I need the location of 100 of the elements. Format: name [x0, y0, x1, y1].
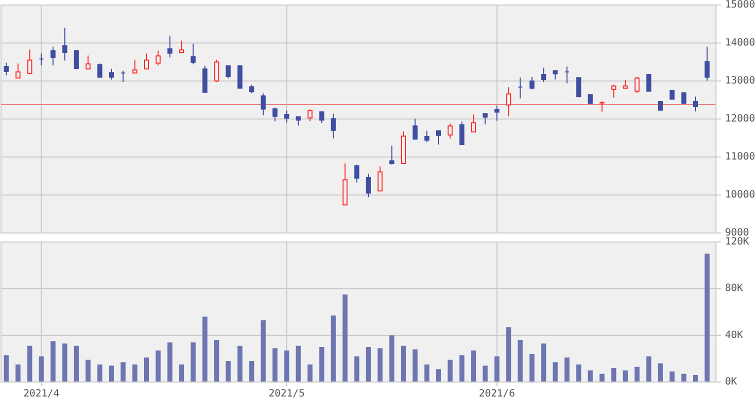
bar [681, 374, 686, 382]
bar [494, 356, 500, 382]
candlestick [342, 162, 348, 206]
candlestick [611, 84, 616, 98]
bar [249, 361, 254, 382]
bar [600, 374, 605, 382]
candlestick [214, 59, 220, 83]
y-tick-label: 13000 [725, 76, 755, 86]
candlestick [378, 166, 383, 192]
bar [237, 346, 242, 382]
y-tick-label: 12000 [725, 114, 755, 124]
candlestick [190, 43, 196, 65]
bar [308, 364, 313, 382]
candlestick [448, 123, 453, 139]
y-tick-label: 40K [725, 330, 744, 341]
bar [27, 346, 32, 382]
candlestick [226, 65, 231, 79]
bar [330, 316, 336, 382]
candlestick [50, 46, 56, 66]
candlestick [16, 63, 21, 78]
bar [459, 355, 464, 382]
candlestick [482, 113, 488, 125]
bar [541, 344, 546, 382]
candlestick [74, 50, 79, 69]
candlestick [167, 35, 172, 58]
candlestick [494, 105, 500, 122]
candlestick [38, 53, 44, 66]
candlestick [471, 114, 476, 132]
bar [366, 347, 371, 382]
bar [226, 361, 231, 382]
candlestick [541, 67, 546, 83]
candlestick [330, 113, 336, 139]
candlestick [366, 173, 371, 198]
bar [646, 356, 652, 382]
candlestick [692, 96, 698, 112]
candlestick [284, 110, 290, 123]
bar [424, 364, 430, 382]
candlestick [646, 74, 652, 92]
bar [670, 372, 675, 382]
x-tick-label: 2021/6 [478, 388, 515, 400]
bar [692, 375, 698, 382]
candlestick [564, 66, 570, 84]
candlestick [459, 121, 464, 145]
bar [86, 360, 91, 382]
candlestick [319, 111, 324, 124]
y-tick-label: 120K [725, 236, 750, 248]
candlestick [518, 77, 523, 99]
x-tick-label: 2021/4 [23, 388, 60, 400]
bar [471, 350, 476, 382]
bar [16, 364, 21, 382]
bar [552, 362, 558, 382]
bar [108, 366, 114, 382]
bar [506, 327, 512, 382]
candlestick [588, 94, 593, 105]
candlestick [600, 100, 605, 112]
candlestick [506, 86, 512, 117]
bar [634, 366, 640, 382]
y-tick-label: 10000 [725, 190, 755, 200]
bar [260, 320, 266, 382]
candlestick [634, 76, 640, 94]
bar [704, 254, 710, 382]
y-tick-label: 15000 [725, 0, 755, 10]
y-tick-label: 80K [725, 283, 744, 294]
y-tick-label: 0K [725, 376, 738, 388]
bar [529, 354, 534, 382]
candlestick [389, 145, 394, 166]
candlestick [86, 55, 91, 70]
bar [272, 348, 278, 382]
bar [144, 358, 150, 382]
bar [132, 364, 138, 382]
candlestick [436, 130, 442, 145]
bar [412, 349, 418, 382]
candlestick [296, 116, 301, 126]
candlestick [400, 131, 406, 164]
bar [4, 355, 9, 382]
bar [284, 350, 290, 382]
bar [564, 358, 570, 382]
candlestick [412, 118, 418, 140]
candlestick [237, 65, 242, 89]
candlestick [249, 84, 254, 94]
candlestick [308, 109, 313, 122]
bar [588, 370, 593, 382]
candlestick [108, 68, 114, 80]
bar [120, 362, 126, 382]
bar [214, 340, 220, 382]
candlestick [704, 46, 710, 82]
bar [658, 363, 663, 382]
candlestick [27, 48, 32, 75]
bar [342, 294, 348, 382]
candlestick [622, 79, 628, 89]
y-tick-label: 9000 [725, 228, 750, 238]
bar [400, 346, 406, 382]
bar [622, 370, 628, 382]
candlestick [354, 164, 360, 183]
candlestick [670, 89, 675, 100]
candlestick [132, 59, 138, 74]
bar [50, 341, 56, 382]
candlestick [658, 101, 663, 111]
bar [62, 344, 68, 382]
bar [448, 360, 453, 382]
